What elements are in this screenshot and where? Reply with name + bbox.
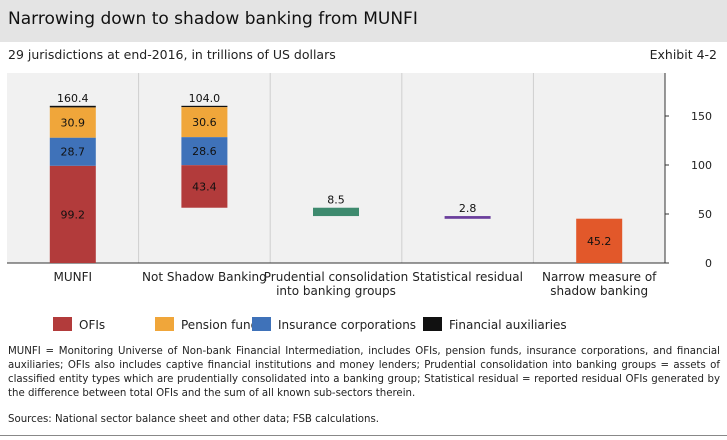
bar-value-label: 45.2 [587,235,612,248]
x-category-label: Narrow measure of [542,270,657,284]
legend-label-ofis: OFIs [79,318,105,332]
bar-segment-value [444,216,491,219]
legend-swatch-financial-auxiliaries [423,317,442,331]
bar-value-label: 28.7 [61,146,86,159]
bar-total-label: 104.0 [189,92,221,105]
bar-value-label: 99.2 [61,208,86,221]
bar-value-label: 30.9 [61,117,86,130]
bar-segment-ofis [49,165,96,263]
bar-value-label: 30.6 [192,116,217,129]
x-category-label: into banking groups [276,284,396,298]
exhibit-number: Exhibit 4-2 [649,47,717,62]
y-tick-label: 0 [705,257,712,270]
bar-total-label: 2.8 [459,202,477,215]
bottom-rule [0,435,727,436]
bar-segment-financial-auxiliaries [181,105,228,108]
title-bar [0,0,727,42]
legend-swatch-pension-funds [155,317,174,331]
bar-segment-pension-funds [49,107,96,138]
bar-value-label: 28.6 [192,145,217,158]
chart-sources: Sources: National sector balance sheet a… [8,414,380,425]
chart-subtitle: 29 jurisdictions at end-2016, in trillio… [8,47,336,62]
x-category-label: Not Shadow Banking [142,270,267,284]
bar-total-label: 160.4 [57,92,89,105]
bar-segment-pension-funds [181,107,228,138]
bar-segment-insurance-corporations [181,137,228,166]
bar-segment-value [576,218,623,263]
bar-segment-ofis [181,165,228,208]
y-tick-label: 100 [691,159,712,172]
legend-label-financial-auxiliaries: Financial auxiliaries [449,318,567,332]
y-tick-label: 150 [691,110,712,123]
x-category-label: Statistical residual [412,270,523,284]
bar-segment-insurance-corporations [49,137,96,166]
x-category-label: shadow banking [550,284,648,298]
bar-segment-value [313,207,359,217]
chart-notes: MUNFI = Monitoring Universe of Non-bank … [8,346,720,399]
legend-swatch-ofis [53,317,72,331]
legend-swatch-insurance-corporations [252,317,271,331]
bar-total-label: 8.5 [327,194,345,207]
bar-segment-financial-auxiliaries [49,105,96,108]
chart-title: Narrowing down to shadow banking from MU… [8,9,418,29]
plot-area [7,73,665,263]
legend-label-insurance-corporations: Insurance corporations [278,318,416,332]
x-category-label: Prudential consolidation [264,270,408,284]
x-category-label: MUNFI [54,270,93,284]
legend-label-pension-funds: Pension funds [181,318,264,332]
y-tick-label: 50 [698,208,712,221]
bar-value-label: 43.4 [192,180,217,193]
